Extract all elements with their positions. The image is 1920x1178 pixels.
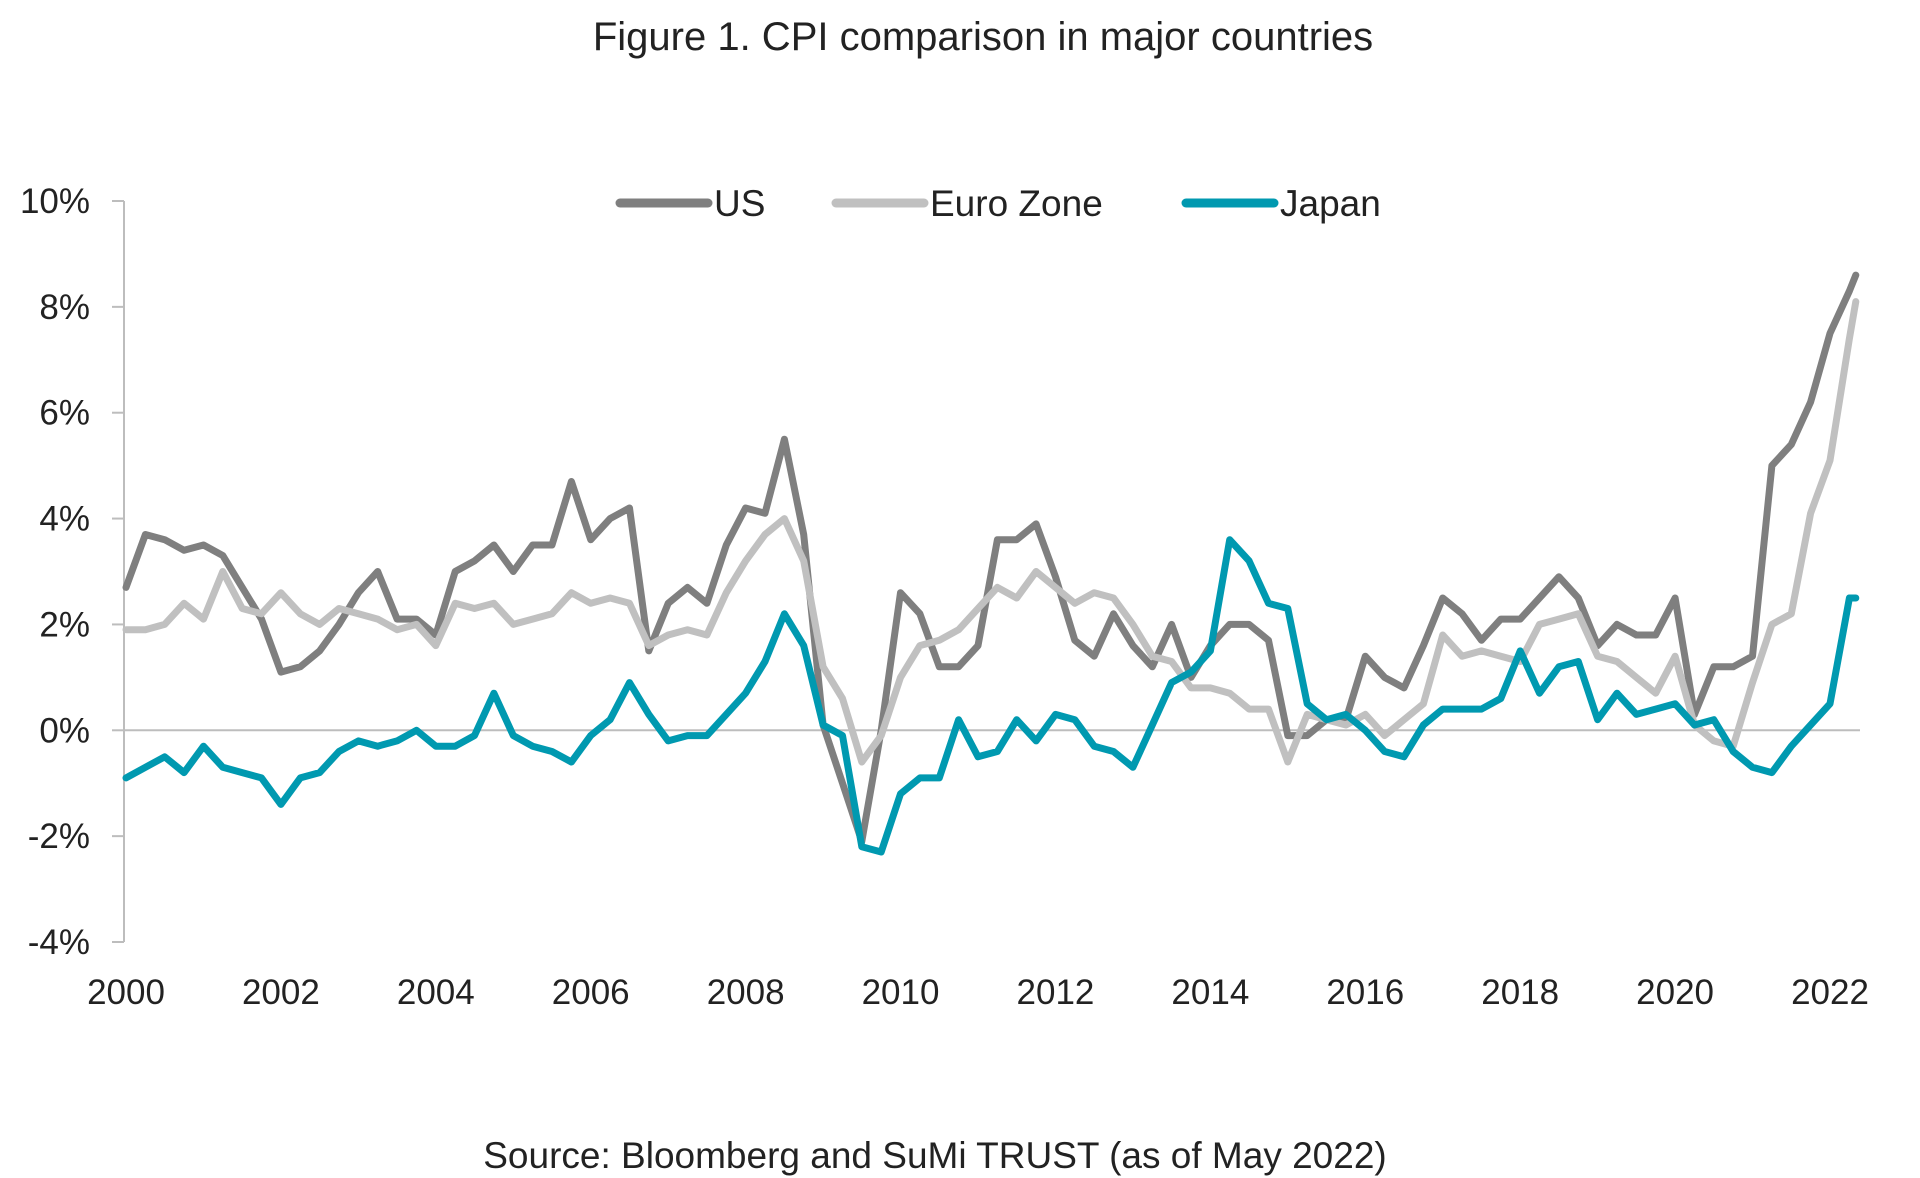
- y-tick-label: -2%: [28, 817, 90, 856]
- source-note: Source: Bloomberg and SuMi TRUST (as of …: [483, 1135, 1386, 1176]
- x-tick-label: 2012: [1017, 973, 1095, 1012]
- y-tick-label: 4%: [39, 500, 90, 539]
- x-tick-label: 2014: [1171, 973, 1249, 1012]
- y-tick-label: 6%: [39, 394, 90, 433]
- y-tick-label: 10%: [20, 182, 90, 221]
- y-tick-label: -4%: [28, 923, 90, 962]
- x-tick-label: 2016: [1326, 973, 1404, 1012]
- series-line-euro-zone: [122, 298, 1860, 766]
- series-line-us: [122, 271, 1860, 845]
- series-lines: [122, 271, 1860, 856]
- chart-title: Figure 1. CPI comparison in major countr…: [593, 15, 1373, 59]
- series-line-japan: [122, 536, 1860, 856]
- x-tick-label: 2006: [552, 973, 630, 1012]
- legend-label-japan: Japan: [1280, 183, 1381, 224]
- axes: 10% 8% 6% 4% 2% 0% -2% -4% 2000 2002 2004 2006 2008 2…: [20, 182, 1869, 1012]
- y-tick-label: 8%: [39, 288, 90, 327]
- legend: US Euro Zone Japan: [615, 183, 1381, 224]
- x-tick-label: 2020: [1636, 973, 1714, 1012]
- y-tick-label: 0%: [39, 711, 90, 750]
- x-tick-label: 2002: [242, 973, 320, 1012]
- y-tick-label: 2%: [39, 605, 90, 644]
- legend-label-euro-zone: Euro Zone: [930, 183, 1103, 224]
- legend-label-us: US: [714, 183, 765, 224]
- x-tick-label: 2018: [1481, 973, 1559, 1012]
- x-tick-label: 2008: [707, 973, 785, 1012]
- x-tick-label: 2010: [862, 973, 940, 1012]
- x-tick-label: 2000: [87, 973, 165, 1012]
- x-tick-label: 2004: [397, 973, 475, 1012]
- x-tick-label: 2022: [1791, 973, 1869, 1012]
